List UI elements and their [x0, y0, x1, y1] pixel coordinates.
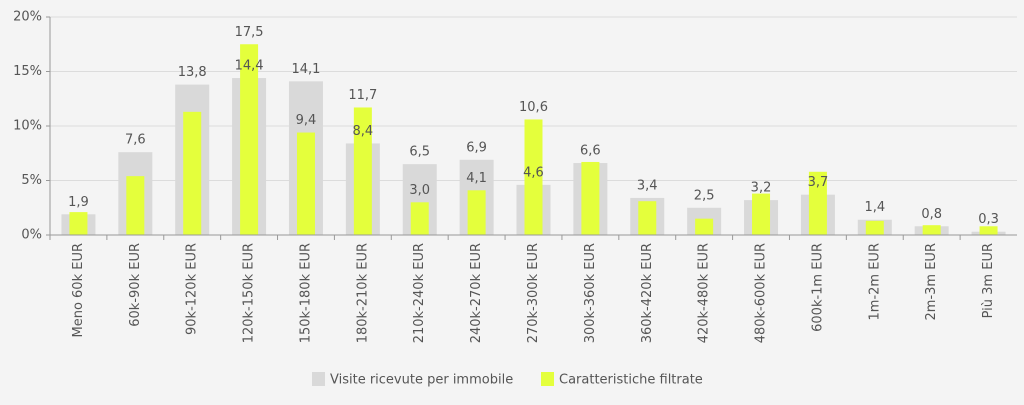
legend-swatch: [312, 372, 325, 386]
data-label: 10,6: [519, 100, 548, 115]
data-label: 3,4: [637, 178, 658, 193]
x-tick-label: Meno 60k EUR: [71, 243, 86, 338]
bar: [638, 201, 657, 235]
data-label: 1,9: [68, 195, 89, 210]
bar: [752, 193, 771, 235]
legend-label: Caratteristiche filtrate: [559, 373, 703, 388]
data-label: 9,4: [296, 113, 317, 128]
data-label: 6,5: [409, 145, 430, 160]
bar: [695, 218, 714, 235]
data-label: 7,6: [125, 133, 146, 148]
bar: [524, 119, 543, 235]
x-tick-label: 360k-420k EUR: [640, 243, 655, 343]
bar: [979, 226, 998, 235]
y-tick-label: 0%: [21, 228, 42, 243]
bar: [69, 212, 88, 235]
x-tick-label: 120k-150k EUR: [242, 243, 257, 343]
data-label: 3,2: [751, 181, 772, 196]
data-label: 2,5: [694, 188, 715, 203]
bar: [353, 107, 372, 235]
bar: [410, 202, 429, 235]
x-tick-label: 270k-300k EUR: [526, 243, 541, 343]
x-tick-label: 600k-1m EUR: [810, 243, 825, 332]
legend-swatch: [541, 372, 554, 386]
data-label: 3,7: [808, 175, 829, 190]
bar: [581, 161, 600, 235]
data-label: 0,8: [921, 207, 942, 222]
bar: [183, 111, 202, 235]
x-tick-label: 420k-480k EUR: [697, 243, 712, 343]
data-label: 1,4: [864, 200, 885, 215]
data-label: 14,1: [291, 62, 320, 77]
data-label: 11,7: [348, 88, 377, 103]
x-tick-label: 90k-120k EUR: [185, 243, 200, 335]
bar: [922, 225, 941, 235]
x-tick-label: 180k-210k EUR: [355, 243, 370, 343]
data-label: 17,5: [235, 25, 264, 40]
data-label: 3,0: [409, 183, 430, 198]
bar: [126, 176, 145, 235]
bar: [467, 190, 486, 235]
data-label: 4,1: [466, 171, 487, 186]
y-tick-label: 15%: [13, 64, 42, 79]
bar: [865, 220, 884, 235]
x-tick-label: 60k-90k EUR: [128, 243, 143, 327]
data-label: 14,4: [235, 59, 264, 74]
y-tick-label: 10%: [13, 119, 42, 134]
x-tick-label: 1m-2m EUR: [867, 243, 882, 320]
data-label: 13,8: [178, 65, 207, 80]
y-tick-label: 20%: [13, 10, 42, 25]
x-tick-label: 2m-3m EUR: [924, 243, 939, 320]
y-tick-label: 5%: [21, 173, 42, 188]
x-tick-label: 300k-360k EUR: [583, 243, 598, 343]
x-tick-label: 210k-240k EUR: [412, 243, 427, 343]
x-tick-label: 480k-600k EUR: [754, 243, 769, 343]
data-label: 4,6: [523, 165, 544, 180]
bar: [296, 132, 315, 235]
x-tick-label: 240k-270k EUR: [469, 243, 484, 343]
bar: [808, 171, 827, 235]
data-label: 6,6: [580, 144, 601, 159]
bar: [240, 44, 259, 235]
data-label: 6,9: [466, 140, 487, 155]
data-label: 0,3: [978, 212, 999, 227]
data-label: 8,4: [353, 124, 374, 139]
legend-label: Visite ricevute per immobile: [330, 373, 513, 388]
x-tick-label: 150k-180k EUR: [298, 243, 313, 343]
x-tick-label: Più 3m EUR: [981, 243, 996, 318]
